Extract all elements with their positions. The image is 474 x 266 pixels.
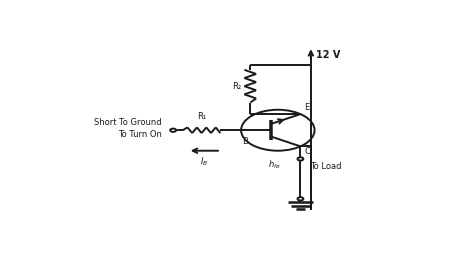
Text: R₂: R₂ xyxy=(232,82,241,91)
Text: To Load: To Load xyxy=(310,161,341,171)
Text: Short To Ground
To Turn On: Short To Ground To Turn On xyxy=(94,118,162,139)
Text: 12 V: 12 V xyxy=(317,50,341,60)
Text: $I_B$: $I_B$ xyxy=(201,156,209,168)
Text: B: B xyxy=(242,138,248,146)
Text: R₁: R₁ xyxy=(197,112,206,121)
Text: C: C xyxy=(304,147,310,156)
Text: E: E xyxy=(304,103,310,112)
Text: $h_{fe}$: $h_{fe}$ xyxy=(268,159,281,171)
